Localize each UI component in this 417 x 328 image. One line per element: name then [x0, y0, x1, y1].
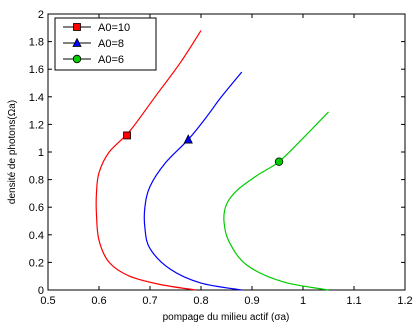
- y-axis-label: densité de photons(Ωa): [7, 100, 18, 204]
- y-tick-label: 1.4: [29, 92, 44, 104]
- series-marker-2: [183, 134, 193, 144]
- series-marker-1: [123, 131, 131, 140]
- x-tick-label: 0.7: [142, 295, 157, 307]
- legend-label-3: A0=6: [98, 54, 124, 66]
- y-tick-label: 1.6: [29, 64, 44, 76]
- series-line-3: [223, 111, 329, 291]
- y-tick-label: 1.8: [29, 37, 44, 49]
- x-tick-label: 0.9: [244, 295, 259, 307]
- x-axis-label: pompage du milieu actif (σa): [163, 312, 290, 323]
- y-tick-label: 2: [38, 9, 44, 21]
- y-tick-label: 1.2: [29, 119, 44, 131]
- y-tick-label: 1: [38, 147, 44, 159]
- series-marker-3: [274, 157, 284, 166]
- x-tick-label: 0.5: [40, 295, 55, 307]
- curves: [95, 30, 329, 291]
- series-line-2: [143, 71, 243, 291]
- y-tick-label: 0.8: [29, 175, 44, 187]
- series-line-1: [95, 30, 202, 291]
- y-tick-label: 0.2: [29, 257, 44, 269]
- x-tick-label: 1: [300, 295, 306, 307]
- y-tick-label: 0.6: [29, 202, 44, 214]
- legend-marker-3: [72, 54, 82, 64]
- x-tick-label: 0.8: [193, 295, 208, 307]
- y-tick-label: 0.4: [29, 230, 44, 242]
- ticks: 0.5 0.6 0.7 0.8 0.9 1 1.1 1.2 0 0.2 0.4 0.6 0.8 1 1.2 1…: [29, 9, 413, 307]
- legend-label-1: A0=10: [98, 22, 130, 34]
- legend-marker-2: [72, 37, 82, 47]
- y-tick-label: 0: [38, 285, 44, 297]
- x-tick-label: 1.1: [346, 295, 361, 307]
- x-tick-label: 1.2: [397, 295, 412, 307]
- legend: A0=10 A0=8 A0=6: [54, 17, 157, 71]
- legend-label-2: A0=8: [98, 38, 124, 50]
- x-tick-label: 0.6: [91, 295, 106, 307]
- legend-marker-1: [73, 23, 81, 31]
